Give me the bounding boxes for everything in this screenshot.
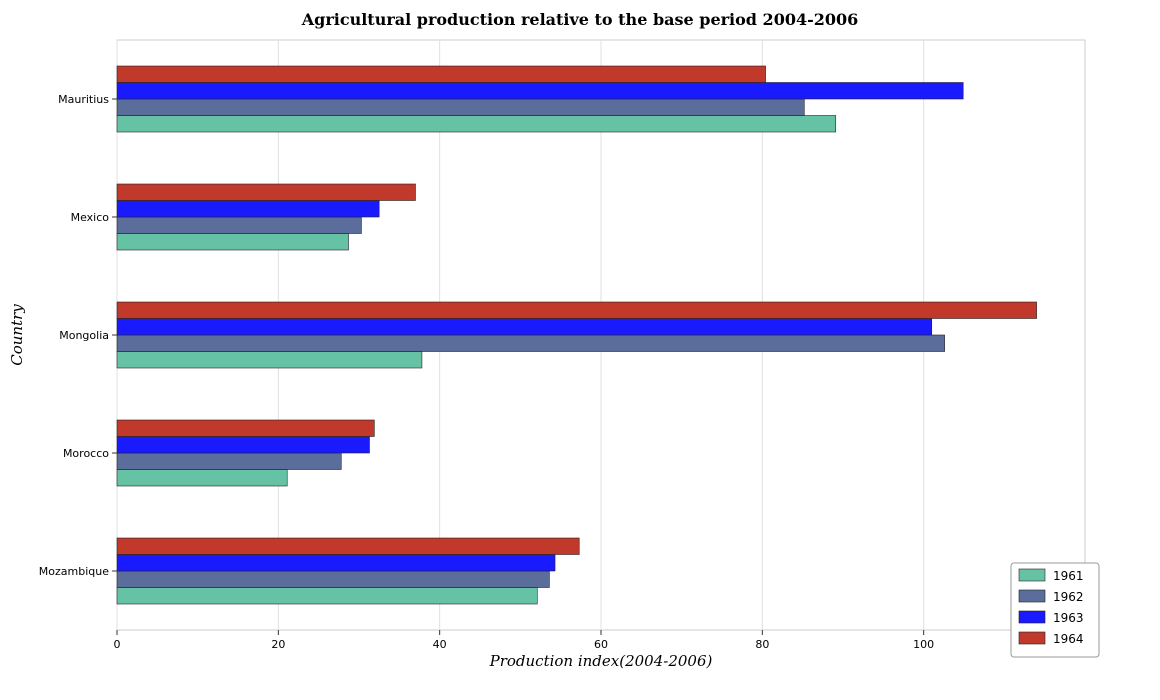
bar-1963-morocco — [116, 436, 370, 454]
bar-1961-mauritius — [116, 115, 837, 133]
bar-1963-mauritius — [116, 82, 964, 100]
bar-1963-mongolia — [116, 318, 933, 336]
bar-1962-mauritius — [116, 98, 805, 116]
legend: 1961 1962 1963 1964 — [1010, 562, 1100, 658]
x-tick-label: 0 — [114, 638, 121, 651]
bar-1963-mexico — [116, 200, 380, 218]
bar-1961-mozambique — [116, 587, 538, 605]
bar-1962-mexico — [116, 216, 362, 234]
y-tick-label: Mauritius — [58, 93, 109, 106]
x-axis-title: Production index(2004-2006) — [489, 652, 713, 670]
legend-label-1962: 1962 — [1053, 590, 1084, 604]
x-tick-labels: 0 20 40 60 80 100 — [114, 638, 935, 651]
bar-1964-mongolia — [116, 301, 1037, 319]
y-tick-label: Mongolia — [59, 329, 109, 342]
bars — [116, 65, 1037, 605]
bar-1964-mexico — [116, 183, 416, 201]
legend-label-1963: 1963 — [1053, 611, 1084, 625]
legend-label-1964: 1964 — [1053, 632, 1084, 646]
bar-1963-mozambique — [116, 554, 556, 572]
legend-label-1961: 1961 — [1053, 569, 1084, 583]
legend-swatch-1963 — [1018, 610, 1046, 624]
legend-swatch-1961 — [1018, 568, 1046, 582]
x-tick-label: 20 — [271, 638, 285, 651]
bar-1961-morocco — [116, 469, 288, 487]
y-tick-label: Mozambique — [39, 565, 109, 578]
bar-1964-mozambique — [116, 537, 580, 555]
x-tick-label: 60 — [594, 638, 608, 651]
y-tick-label: Morocco — [63, 447, 109, 460]
x-tick-label: 80 — [755, 638, 769, 651]
bar-1962-morocco — [116, 452, 342, 470]
bar-1962-mongolia — [116, 334, 945, 352]
bar-1961-mongolia — [116, 351, 423, 369]
bar-1962-mozambique — [116, 570, 550, 588]
x-tick-label: 40 — [433, 638, 447, 651]
y-tick-label: Mexico — [71, 211, 110, 224]
bar-1964-morocco — [116, 419, 375, 437]
bar-1961-mexico — [116, 233, 349, 251]
legend-swatch-1964 — [1018, 631, 1046, 645]
x-tick-label: 100 — [913, 638, 934, 651]
y-axis-title: Country — [8, 304, 26, 366]
legend-swatch-1962 — [1018, 589, 1046, 603]
bar-1964-mauritius — [116, 65, 766, 83]
y-tick-labels: Mauritius Mexico Mongolia Morocco Mozambique — [39, 93, 117, 578]
chart-title: Agricultural production relative to the … — [301, 10, 859, 29]
